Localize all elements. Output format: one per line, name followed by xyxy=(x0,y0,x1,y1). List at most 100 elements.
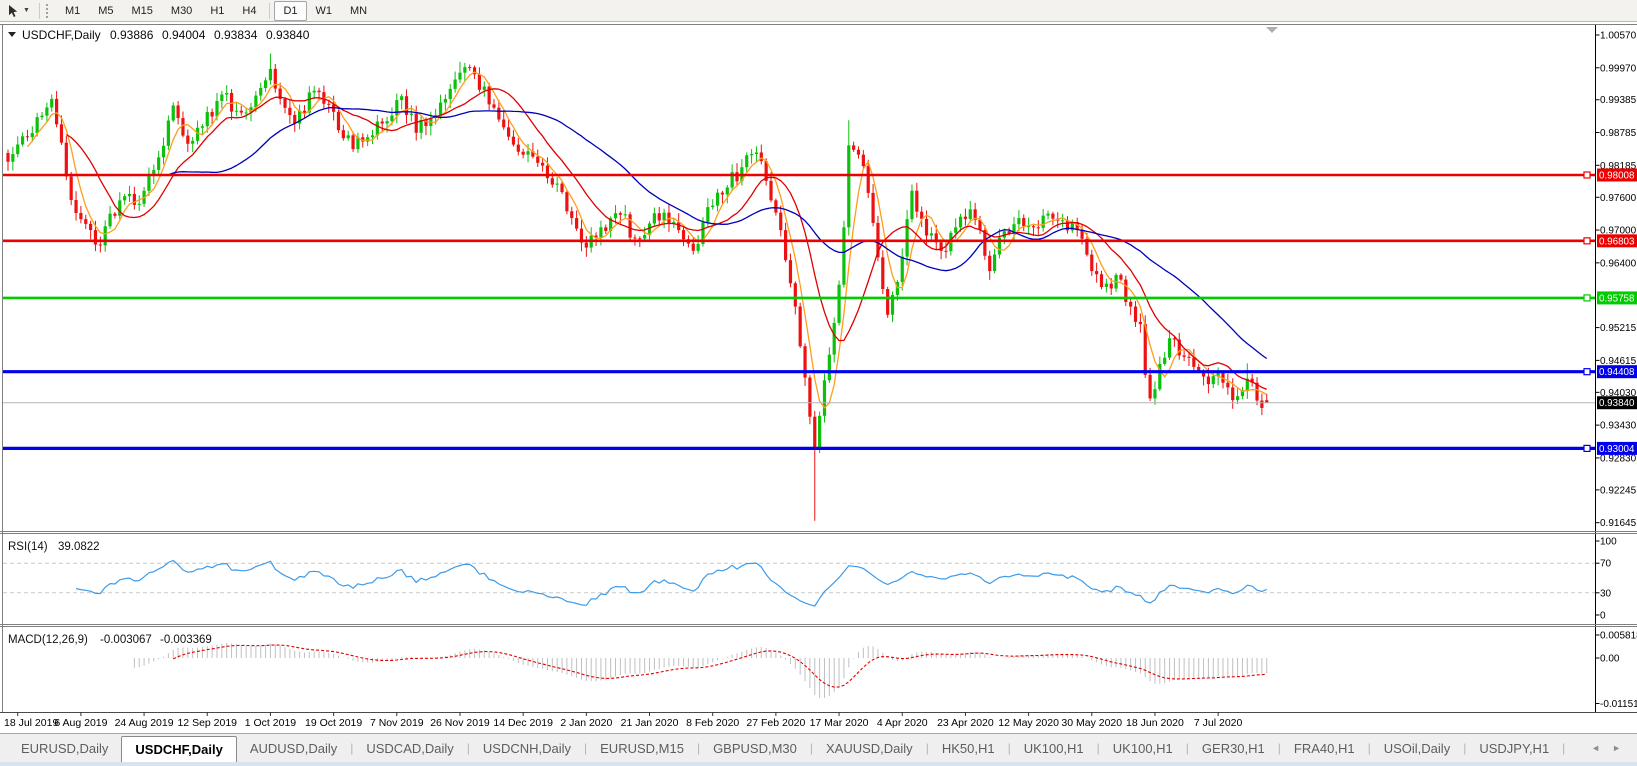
level-end-marker xyxy=(1583,368,1591,376)
candle-body xyxy=(818,415,822,449)
price-chart[interactable]: 1.00570 0.99970 0.99385 0.98785 0.98185 0.976… xyxy=(0,22,1637,733)
candle-body xyxy=(1007,231,1011,234)
candle-body xyxy=(346,135,350,139)
candle-body xyxy=(59,124,64,143)
macd-axis-tick-label: 0.00 xyxy=(1600,654,1620,665)
chart-tab-fra40-h1[interactable]: FRA40,H1 xyxy=(1293,741,1355,756)
candle-body xyxy=(336,111,341,131)
cursor-tool-icon[interactable] xyxy=(4,3,22,19)
candle-body xyxy=(186,135,190,144)
candle-body xyxy=(443,98,447,103)
candle-body xyxy=(1031,226,1036,228)
level-end-marker xyxy=(1583,237,1591,245)
y-axis-tick-label: 0.94615 xyxy=(1600,356,1637,367)
y-axis-tick-label: 0.92245 xyxy=(1600,485,1637,496)
chart-tab-eurusd-daily[interactable]: EURUSD,Daily xyxy=(21,741,109,756)
candle-body xyxy=(502,119,506,128)
chart-shift-marker-icon xyxy=(1266,27,1278,33)
candle-body xyxy=(152,169,156,175)
candle-body xyxy=(701,222,705,245)
y-axis-tick-label: 0.92830 xyxy=(1600,453,1637,464)
candle-body xyxy=(784,230,788,261)
chart-tab-gbpusd-m30[interactable]: GBPUSD,M30 xyxy=(713,741,797,756)
candle-body xyxy=(6,153,10,162)
rsi-name: RSI(14) xyxy=(8,541,48,553)
current-price-badge xyxy=(1597,396,1637,410)
candle-body xyxy=(550,178,554,185)
chart-tab-usdjpy-h1[interactable]: USDJPY,H1 xyxy=(1479,741,1550,756)
candle-body xyxy=(356,137,360,150)
candle-body xyxy=(390,115,394,122)
chart-tab-ger30-h1[interactable]: GER30,H1 xyxy=(1201,741,1265,756)
candle-body xyxy=(711,205,715,208)
candle-body xyxy=(745,155,749,168)
chart-tab-usoil-daily[interactable]: USOil,Daily xyxy=(1383,741,1451,756)
candle-body xyxy=(915,190,919,212)
chart-tab-usdcad-daily[interactable]: USDCAD,Daily xyxy=(366,741,454,756)
candle-body xyxy=(895,281,899,295)
candle-body xyxy=(1002,231,1006,238)
x-axis-date-label: 21 Jan 2020 xyxy=(621,717,679,729)
candle-body xyxy=(366,137,370,142)
candle-body xyxy=(1065,220,1070,231)
candle-body xyxy=(375,121,379,136)
chart-tab-uk100-h1[interactable]: UK100,H1 xyxy=(1023,741,1084,756)
chart-tab-hk50-h1[interactable]: HK50,H1 xyxy=(941,741,995,756)
legend-collapse-triangle-icon[interactable] xyxy=(8,32,16,37)
candle-body xyxy=(691,243,695,251)
timeframe-button-h4[interactable]: H4 xyxy=(242,4,257,17)
toolbar-grip-handle[interactable] xyxy=(45,3,50,18)
timeframe-button-d1[interactable]: D1 xyxy=(274,0,307,21)
timeframe-button-m5[interactable]: M5 xyxy=(98,4,114,17)
candle-body xyxy=(774,200,778,213)
legend-low: 0.93834 xyxy=(214,28,258,42)
chart-tab-usdcnh-daily[interactable]: USDCNH,Daily xyxy=(482,741,572,756)
candle-body xyxy=(1235,396,1240,401)
chevron-left-icon[interactable]: ◄ xyxy=(1591,743,1601,753)
timeframe-button-m15[interactable]: M15 xyxy=(131,4,153,17)
dropdown-arrow-icon[interactable]: ▼ xyxy=(23,7,30,14)
candle-body xyxy=(424,119,428,127)
tab-separator: | xyxy=(1096,741,1100,755)
candle-body xyxy=(808,377,812,417)
candle-body xyxy=(1143,324,1147,375)
timeframe-button-mn[interactable]: MN xyxy=(350,4,368,17)
timeframe-button-w1[interactable]: W1 xyxy=(315,4,333,17)
candle-body xyxy=(239,110,243,113)
candle-body xyxy=(55,98,59,125)
chevron-right-icon[interactable]: ► xyxy=(1612,743,1621,753)
candle-body xyxy=(725,187,729,195)
timeframe-button-m1[interactable]: M1 xyxy=(64,4,81,17)
x-axis-date-label: 23 Apr 2020 xyxy=(937,717,994,729)
candle-body xyxy=(108,213,112,227)
chart-tab-xauusd-daily[interactable]: XAUUSD,Daily xyxy=(826,741,913,756)
candle-body xyxy=(813,416,817,449)
main-price-panel xyxy=(3,27,1595,521)
x-axis-date-label: 14 Dec 2019 xyxy=(493,717,553,729)
rsi-axis-tick-label: 100 xyxy=(1600,537,1617,548)
candle-body xyxy=(477,74,482,90)
chart-tab-usdchf-daily[interactable]: USDCHF,Daily xyxy=(121,736,237,766)
x-axis-date-label: 4 Apr 2020 xyxy=(877,717,928,729)
candle-body xyxy=(1061,220,1065,222)
macd-signal-value: -0.003369 xyxy=(160,634,212,646)
candle-body xyxy=(210,111,214,117)
tab-separator: | xyxy=(1277,741,1281,755)
candle-body xyxy=(1245,378,1249,391)
candle-body xyxy=(395,100,399,116)
tab-scroll-arrows: ◄ ► xyxy=(1575,734,1637,766)
timeframe-button-h1[interactable]: H1 xyxy=(210,4,225,17)
toolbar-separator xyxy=(269,2,271,19)
chart-tab-audusd-daily[interactable]: AUDUSD,Daily xyxy=(249,741,338,756)
candle-body xyxy=(958,216,963,228)
ma-line-fast xyxy=(26,71,1268,409)
candle-body xyxy=(380,121,384,124)
tab-separator: | xyxy=(350,741,354,755)
candle-body xyxy=(89,223,93,231)
chart-tab-eurusd-m15[interactable]: EURUSD,M15 xyxy=(600,741,684,756)
candle-body xyxy=(215,101,219,117)
chart-tab-uk100-h1[interactable]: UK100,H1 xyxy=(1112,741,1173,756)
timeframe-button-m30[interactable]: M30 xyxy=(170,4,193,17)
candle-body xyxy=(351,135,355,150)
chart-frame xyxy=(0,24,1637,713)
